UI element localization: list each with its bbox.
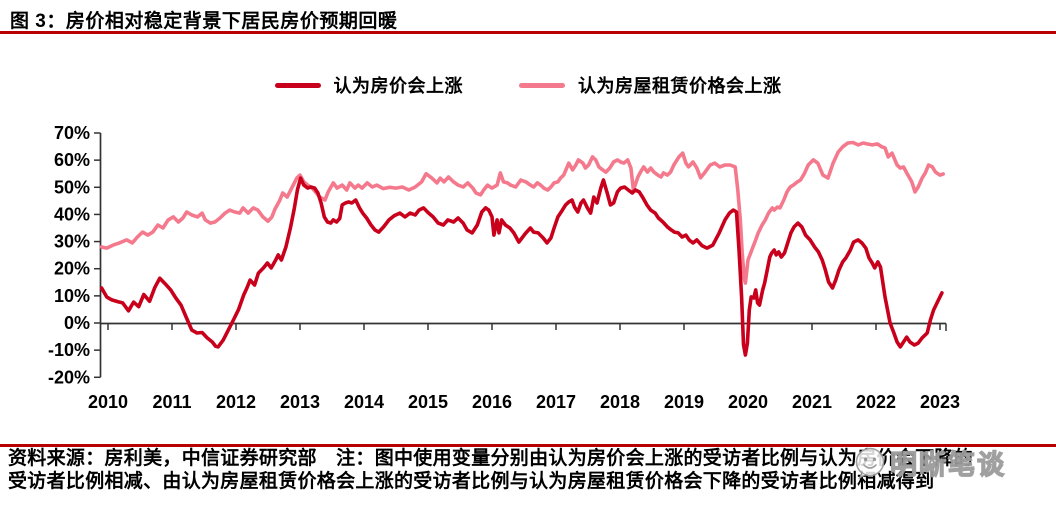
x-tick-label: 2013 bbox=[280, 392, 320, 412]
x-tick-label: 2014 bbox=[344, 392, 384, 412]
y-tick-label: 50% bbox=[54, 177, 90, 197]
legend-item-home-price: 认为房价会上涨 bbox=[274, 72, 464, 98]
y-tick-label: -20% bbox=[48, 367, 90, 387]
y-tick-label: 70% bbox=[54, 123, 90, 143]
y-tick-label: 60% bbox=[54, 150, 90, 170]
legend-label-rent-price: 认为房屋租赁价格会上涨 bbox=[578, 76, 782, 96]
y-tick-label: -10% bbox=[48, 340, 90, 360]
x-tick-label: 2023 bbox=[920, 392, 960, 412]
x-tick-label: 2018 bbox=[600, 392, 640, 412]
x-tick-label: 2019 bbox=[664, 392, 704, 412]
home-price-line-swatch bbox=[274, 82, 321, 88]
x-tick-label: 2022 bbox=[856, 392, 896, 412]
y-tick-label: 10% bbox=[54, 286, 90, 306]
x-tick-label: 2017 bbox=[536, 392, 576, 412]
y-tick-label: 20% bbox=[54, 259, 90, 279]
x-tick-label: 2020 bbox=[728, 392, 768, 412]
source-note-line2: 受访者比例相减、由认为房屋租赁价格会上涨的受访者比例与认为房屋租赁价格会下降的受… bbox=[8, 470, 935, 492]
chart-legend: 认为房价会上涨 认为房屋租赁价格会上涨 bbox=[0, 72, 1056, 98]
y-tick-label: 40% bbox=[54, 204, 90, 224]
title-rule bbox=[0, 31, 1056, 34]
rent-price-up-line bbox=[99, 140, 946, 285]
y-tick-label: 0% bbox=[64, 313, 90, 333]
figure-title: 图 3：房价相对稳定背景下居民房价预期回暖 bbox=[10, 11, 398, 32]
x-tick-label: 2012 bbox=[216, 392, 256, 412]
legend-label-home-price: 认为房价会上涨 bbox=[333, 76, 463, 96]
x-tick-label: 2016 bbox=[472, 392, 512, 412]
source-note-line1: 资料来源：房利美，中信证券研究部 注：图中使用变量分别由认为房价会上涨的受访者比… bbox=[8, 448, 974, 469]
source-note: 资料来源：房利美，中信证券研究部 注：图中使用变量分别由认为房价会上涨的受访者比… bbox=[8, 448, 1052, 493]
home-price-up-line bbox=[99, 176, 944, 357]
x-tick-label: 2021 bbox=[792, 392, 832, 412]
x-tick-label: 2011 bbox=[152, 392, 191, 412]
y-tick-label: 30% bbox=[54, 232, 90, 252]
footer-rule bbox=[0, 444, 1056, 447]
rent-price-line-swatch bbox=[519, 82, 565, 88]
legend-item-rent-price: 认为房屋租赁价格会上涨 bbox=[519, 72, 782, 98]
x-tick-label: 2010 bbox=[88, 392, 128, 412]
x-tick-label: 2015 bbox=[408, 392, 448, 412]
